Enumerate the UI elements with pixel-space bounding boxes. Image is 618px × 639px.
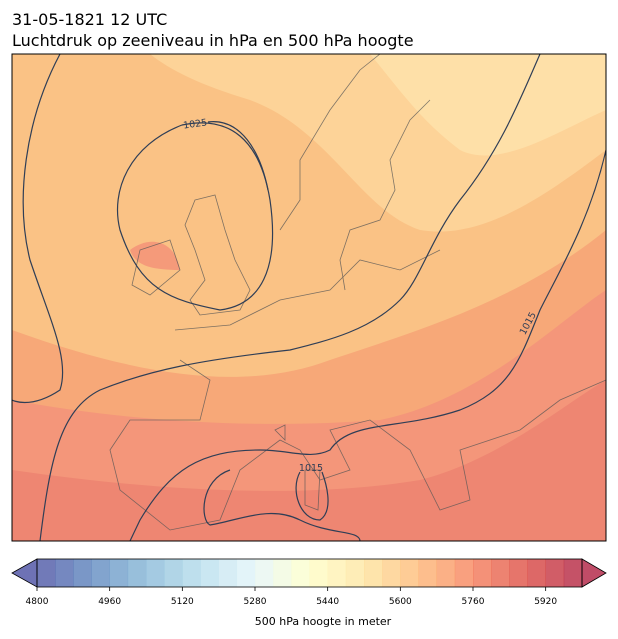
colorbar-cell — [218, 559, 238, 587]
isobars — [12, 54, 606, 541]
colorbar-tick-label: 4800 — [26, 597, 49, 607]
colorbar-cell — [436, 559, 456, 587]
colorbar-extend — [581, 558, 607, 588]
colorbar-cell — [55, 559, 74, 587]
colorbar-cell — [473, 559, 492, 587]
colorbar-tick-label: 5440 — [316, 597, 339, 607]
colorbar-cell — [345, 559, 365, 587]
colorbar-cell — [164, 559, 183, 587]
colorbar-tick-label: 5600 — [389, 597, 412, 607]
colorbar: 4800 4960 5120 5280 5440 5600 5760 5920 — [11, 558, 607, 607]
colorbar-cell — [400, 559, 419, 587]
colorbar-tick-label: 5760 — [462, 597, 485, 607]
colorbar-cell — [418, 559, 437, 587]
title-line: 31-05-1821 12 UTC — [12, 10, 167, 29]
colorbar-cell — [309, 559, 328, 587]
colorbar-cell — [273, 559, 292, 587]
colorbar-cell — [255, 559, 274, 587]
colorbar-cell — [563, 559, 583, 587]
colorbar-cell — [527, 559, 546, 587]
colorbar-cell — [454, 559, 474, 587]
colorbar-cell — [73, 559, 92, 587]
colorbar-cell — [109, 559, 129, 587]
colorbar-cell — [146, 559, 165, 587]
colorbar-cell — [200, 559, 219, 587]
colorbar-cell — [509, 559, 528, 587]
colorbar-cell — [236, 559, 256, 587]
map-area: 1025 1015 1015 — [12, 54, 606, 541]
colorbar-label: 500 hPa hoogte in meter — [255, 615, 392, 628]
colorbar-cell — [491, 559, 510, 587]
colorbar-frame — [36, 558, 583, 588]
colorbar-tick-label: 5280 — [244, 597, 267, 607]
fill — [370, 54, 606, 156]
colorbar-cell — [364, 559, 383, 587]
colorbar-extend — [11, 558, 38, 588]
colorbar-cell — [182, 559, 201, 587]
colorbar-cell — [127, 559, 147, 587]
colorbar-cell — [37, 559, 56, 587]
map-frame — [11, 53, 607, 542]
contour-label: 1015 — [299, 463, 323, 474]
colorbar-tick-label: 4960 — [98, 597, 121, 607]
colorbar-cell — [91, 559, 110, 587]
coastlines — [109, 54, 606, 531]
colorbar-tick-label: 5920 — [534, 597, 557, 607]
colorbar-tick-label: 5120 — [171, 597, 194, 607]
colorbar-cell — [291, 559, 310, 587]
fill — [12, 380, 606, 541]
colorbar-cell — [327, 559, 347, 587]
colorbar-cell — [545, 559, 565, 587]
contour-label: 1025 — [182, 117, 207, 131]
colorbar-cell — [382, 559, 401, 587]
title-line: Luchtdruk op zeeniveau in hPa en 500 hPa… — [12, 31, 414, 50]
